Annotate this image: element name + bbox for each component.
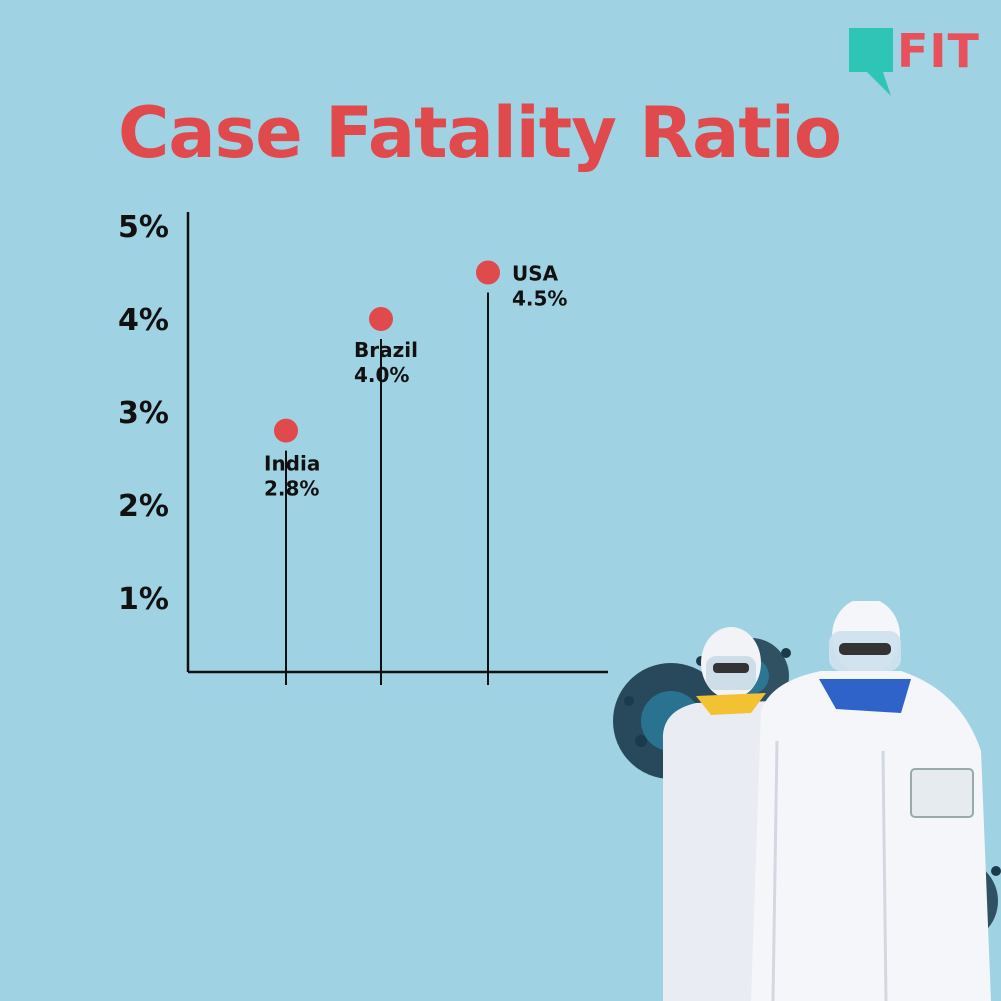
point-value-label: 4.5%: [512, 287, 567, 311]
y-tick-label: 3%: [118, 396, 169, 431]
fit-logo: FIT: [843, 22, 979, 102]
y-ticks: 1% 2% 3% 4% 5%: [118, 210, 169, 617]
point-label: Brazil: [354, 338, 418, 362]
point-india: [274, 418, 298, 443]
point-brazil: [369, 307, 393, 331]
y-tick-label: 2%: [118, 489, 169, 524]
y-tick-label: 4%: [118, 303, 169, 338]
point-usa: [476, 260, 500, 285]
chart-title: Case Fatality Ratio: [118, 92, 842, 174]
point-label: USA: [512, 262, 559, 286]
point-value-label: 4.0%: [354, 363, 409, 387]
point-label: India: [264, 452, 320, 476]
y-tick-label: 1%: [118, 582, 169, 617]
y-tick-label: 5%: [118, 210, 169, 245]
health-workers-illustration: [613, 601, 1001, 1001]
chart-axes: [186, 212, 608, 674]
speech-bubble-icon: [849, 28, 893, 96]
point-value-label: 2.8%: [264, 477, 319, 501]
brand-name: FIT: [897, 24, 980, 78]
